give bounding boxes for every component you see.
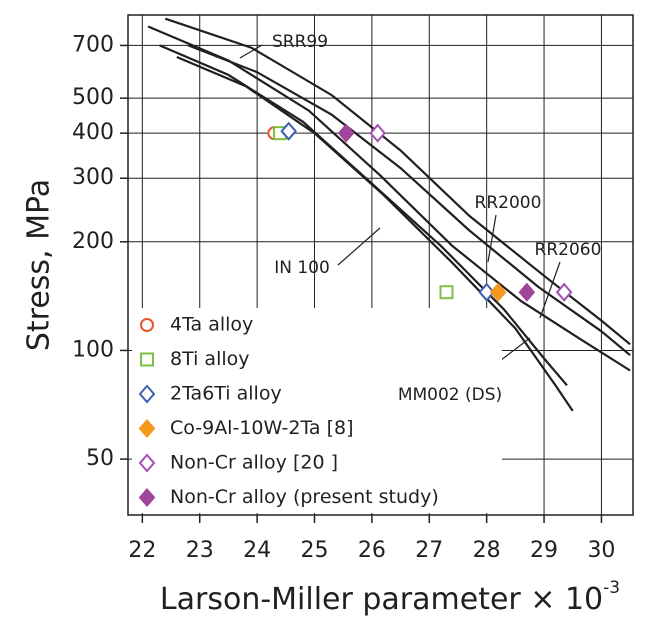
point [337,123,355,143]
x-tick-label: 28 [473,538,501,563]
x-tick-label: 25 [301,538,329,563]
legend-marker [138,418,156,439]
legend-label: Non-Cr alloy (present study) [170,486,439,508]
curve [187,44,631,357]
legend-item: Non-Cr alloy [20 ] [138,452,338,474]
point [439,285,454,300]
legend-item: Co-9Al-10W-2Ta [8] [138,417,354,439]
leader-line [487,214,497,263]
leader-line [239,44,263,59]
legend-marker [138,453,156,473]
leader-line [337,227,381,266]
y-tick-label: 700 [72,32,114,57]
x-tick-label: 22 [128,538,156,563]
legend-item: 8Ti alloy [140,348,250,370]
legend-item: Non-Cr alloy (present study) [138,486,439,508]
y-tick-label: 300 [72,165,114,190]
curve-label: RR2060 [535,240,602,260]
point [280,121,298,141]
x-axis-title: Larson-Miller parameter × 10-3 [160,578,620,617]
point [555,282,573,302]
curve-label: RR2000 [475,193,542,213]
x-tick-label: 23 [186,538,214,563]
curve-label: SRR99 [272,32,328,52]
curve [159,44,568,387]
legend-marker [140,318,154,332]
plot-frame [127,14,634,516]
curve [147,25,631,372]
point [518,282,536,302]
y-axis-title: Stress, MPa [22,179,57,351]
legend-label: 2Ta6Ti alloy [170,383,282,405]
legend-marker [138,487,156,508]
curve [176,55,574,412]
legend-item: 2Ta6Ti alloy [138,383,282,405]
legend-label: Co-9Al-10W-2Ta [8] [170,417,354,439]
point [369,123,386,143]
point [478,282,495,302]
x-tick-label: 29 [530,538,558,563]
curve-label: MM002 (DS) [398,385,502,405]
x-tick-label: 30 [587,538,615,563]
x-tick-label: 27 [415,538,443,563]
y-tick-label: 200 [72,229,114,254]
legend-label: Non-Cr alloy [20 ] [170,452,338,474]
curve-label: IN 100 [274,258,330,278]
y-tick-label: 500 [72,85,114,110]
point [489,282,507,302]
legend-label: 4Ta alloy [170,314,253,336]
legend-box [132,308,502,513]
legend-marker [138,384,156,404]
legend-item: 4Ta alloy [140,314,253,336]
leader-line [539,261,561,319]
y-tick-label: 100 [72,337,114,362]
curve [164,17,631,346]
legend-marker [140,352,154,367]
y-tick-label: 400 [72,120,114,145]
x-axis-title-main: Larson-Miller parameter × 10 [160,582,603,617]
y-tick-label: 50 [86,446,114,471]
x-axis-title-exponent: -3 [603,578,620,598]
x-tick-label: 26 [358,538,386,563]
x-tick-label: 24 [243,538,271,563]
legend-label: 8Ti alloy [170,348,250,370]
